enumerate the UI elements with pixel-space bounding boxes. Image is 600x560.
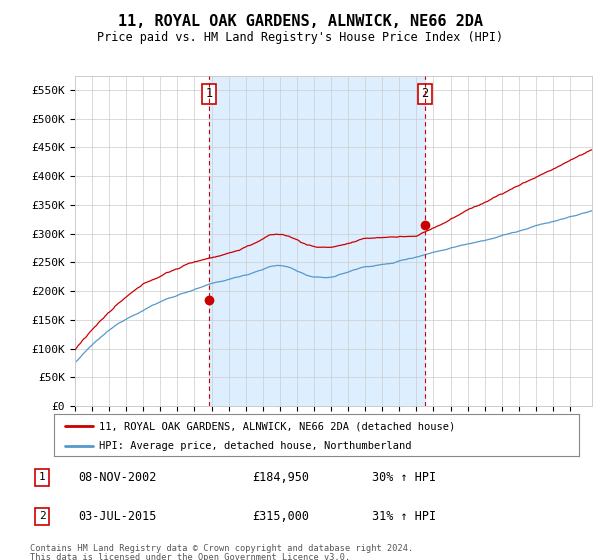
Text: 2: 2 [421, 87, 428, 100]
Text: This data is licensed under the Open Government Licence v3.0.: This data is licensed under the Open Gov… [30, 553, 350, 560]
Text: Price paid vs. HM Land Registry's House Price Index (HPI): Price paid vs. HM Land Registry's House … [97, 31, 503, 44]
Text: 31% ↑ HPI: 31% ↑ HPI [372, 510, 436, 523]
Text: £184,950: £184,950 [252, 470, 309, 484]
Text: £315,000: £315,000 [252, 510, 309, 523]
Bar [209, 76, 425, 406]
Text: HPI: Average price, detached house, Northumberland: HPI: Average price, detached house, Nort… [98, 441, 411, 451]
Text: 11, ROYAL OAK GARDENS, ALNWICK, NE66 2DA: 11, ROYAL OAK GARDENS, ALNWICK, NE66 2DA [118, 14, 482, 29]
Text: 1: 1 [38, 472, 46, 482]
Text: 11, ROYAL OAK GARDENS, ALNWICK, NE66 2DA (detached house): 11, ROYAL OAK GARDENS, ALNWICK, NE66 2DA… [98, 421, 455, 431]
Text: 30% ↑ HPI: 30% ↑ HPI [372, 470, 436, 484]
Text: 03-JUL-2015: 03-JUL-2015 [78, 510, 157, 523]
Text: 08-NOV-2002: 08-NOV-2002 [78, 470, 157, 484]
Text: Contains HM Land Registry data © Crown copyright and database right 2024.: Contains HM Land Registry data © Crown c… [30, 544, 413, 553]
Text: 2: 2 [38, 511, 46, 521]
Text: 1: 1 [206, 87, 213, 100]
